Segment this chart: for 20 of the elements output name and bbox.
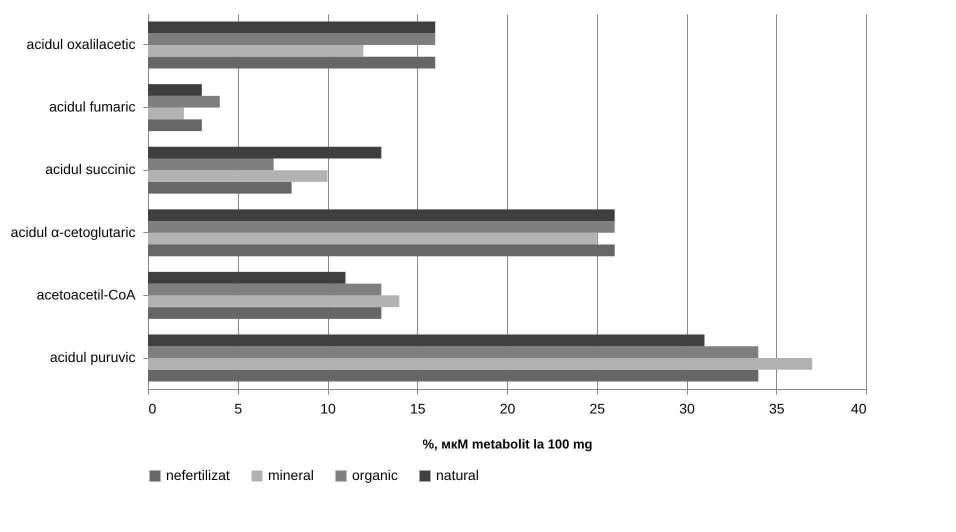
y-tick-label: acidul oxalilacetic — [26, 36, 136, 52]
y-tick-label: acidul fumaric — [49, 98, 136, 115]
x-axis-title: %, мкМ metabolit la 100 mg — [422, 436, 593, 452]
x-tick-label: 25 — [589, 400, 606, 416]
y-tick-label: acidul puruvic — [50, 349, 136, 366]
x-tick-label: 0 — [148, 400, 156, 416]
x-tick-label: 20 — [500, 400, 516, 416]
x-tick-label: 30 — [679, 400, 695, 416]
legend-label: organic — [352, 467, 398, 483]
y-tick-label: acidul succinic — [45, 161, 136, 178]
x-tick-label: 10 — [320, 400, 336, 416]
legend-label: mineral — [268, 467, 314, 483]
legend-label: nefertilizat — [166, 467, 230, 483]
y-tick-label: acetoacetil-CoA — [36, 286, 136, 302]
x-tick-label: 35 — [768, 400, 785, 416]
x-tick-label: 40 — [850, 400, 867, 416]
x-tick-label: 15 — [410, 400, 426, 416]
x-tick-label: 5 — [234, 400, 242, 416]
y-tick-label: acidul α-cetoglutaric — [10, 224, 136, 240]
legend-label: natural — [436, 467, 479, 483]
